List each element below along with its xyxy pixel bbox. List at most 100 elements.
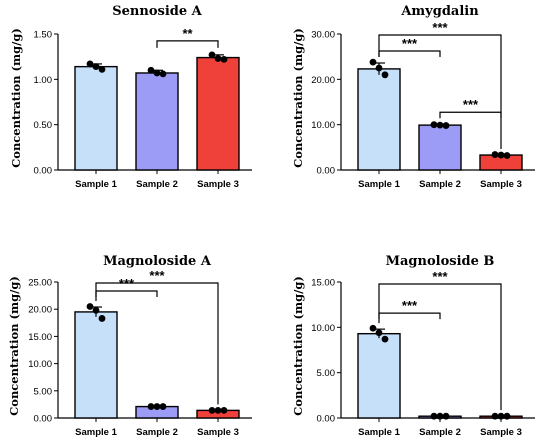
x-tick-label: Sample 3 [480,179,522,190]
y-tick-label: 30.00 [311,30,335,41]
data-point [491,412,499,420]
data-point [86,303,94,310]
y-axis-label: Concentration (mg/g) [291,276,305,416]
data-point [92,306,100,314]
x-tick-label: Sample 2 [136,179,178,190]
significance-label: *** [432,269,448,284]
data-point [98,65,106,73]
significance-label: *** [463,97,479,112]
bar-sample-1 [357,68,401,171]
panel-sennoside-a: Sennoside A Concentration (mg/g) 0.00 0.5… [9,4,252,190]
data-point [430,121,438,129]
significance-bracket [156,40,219,48]
bar-sample-3 [196,56,240,171]
significance-label: ** [182,26,193,41]
y-tick-label: 10.00 [311,120,335,131]
plot-area: 0.00 10.00 20.00 30.00 Sample 1 Sample 2 Sampl… [311,20,535,190]
y-tick-label: 0.00 [34,166,53,177]
significance-label: *** [402,298,418,313]
y-tick-label: 0.00 [317,166,336,177]
y-axis-label: Concentration (mg/g) [291,28,305,168]
x-tick-label: Sample 1 [75,179,117,190]
panel-magnoloside-b: Magnoloside B Concentration (mg/g) 0.00 5… [291,254,535,438]
bar-sample-1 [74,65,118,171]
bar-sample-1 [357,332,401,419]
y-tick-label: 15.00 [311,278,335,289]
x-tick-label: Sample 3 [197,427,239,438]
y-tick-label: 20.00 [28,305,52,316]
data-point [442,122,450,129]
data-point [381,335,389,343]
chart-title: Magnoloside B [386,254,495,269]
y-tick-label: 20.00 [311,75,335,86]
x-tick-label: Sample 2 [136,427,178,438]
data-point [214,406,222,414]
x-tick-label: Sample 2 [419,427,461,438]
significance-bracket [378,50,441,58]
data-point [208,406,216,414]
data-point [381,71,389,79]
data-point [497,412,505,420]
y-tick-label: 5.00 [317,368,336,379]
panel-amygdalin: Amygdalin Concentration (mg/g) 0.00 10.00… [291,4,535,190]
data-point [98,315,106,322]
data-point [497,151,505,159]
y-tick-label: 0.00 [34,414,53,425]
bar-sample-2 [135,72,179,171]
data-point [220,55,228,63]
chart-title: Magnoloside A [103,254,212,269]
data-point [147,66,155,74]
data-point [442,412,450,420]
data-point [86,60,94,68]
data-point [436,121,444,129]
x-tick-label: Sample 2 [419,179,461,190]
x-tick-label: Sample 1 [358,179,400,190]
bar-sample-2 [418,124,462,171]
data-point [430,412,438,420]
significance-bracket [95,290,158,298]
data-point [375,329,383,337]
data-point [503,412,511,420]
y-axis-label: Concentration (mg/g) [7,276,21,416]
data-point [369,324,377,332]
data-point [214,55,222,62]
x-tick-label: Sample 3 [197,179,239,190]
plot-area: 0.00 0.50 1.00 1.50 Sample 1 Sample 2 Sample 3… [34,26,252,190]
bar-sample-1 [74,311,118,419]
data-point [375,64,383,72]
chart-title: Amygdalin [400,4,479,19]
x-tick-label: Sample 1 [358,427,400,438]
y-tick-label: 0.50 [34,120,53,131]
significance-bracket [378,283,502,411]
plot-area: 0.00 5.00 10.00 15.00 20.00 25.00 Sample 1 Samp… [28,268,252,438]
significance-label: *** [402,36,418,51]
significance-bracket [378,312,441,320]
data-point [503,152,511,159]
y-tick-label: 10.00 [311,323,335,334]
data-point [159,70,167,78]
data-point [220,406,228,414]
y-tick-label: 5.00 [34,386,53,397]
y-axis-label: Concentration (mg/g) [9,28,23,168]
y-tick-label: 15.00 [28,332,52,343]
significance-label: *** [432,20,448,35]
data-point [153,403,161,410]
significance-bracket [95,282,219,405]
data-point [208,51,216,59]
y-tick-label: 1.00 [34,75,53,86]
data-point [92,63,100,71]
significance-label: *** [149,268,165,283]
data-point [147,403,155,410]
data-point [369,58,377,66]
y-tick-label: 0.00 [317,414,336,425]
panel-magnoloside-a: Magnoloside A Concentration (mg/g) 0.00 5… [7,254,252,438]
y-tick-label: 25.00 [28,278,52,289]
data-point [491,151,499,158]
significance-bracket [439,111,502,119]
data-point [159,403,167,410]
x-tick-label: Sample 3 [480,427,522,438]
y-tick-label: 1.50 [34,30,53,41]
data-point [436,412,444,420]
y-tick-label: 10.00 [28,359,52,370]
